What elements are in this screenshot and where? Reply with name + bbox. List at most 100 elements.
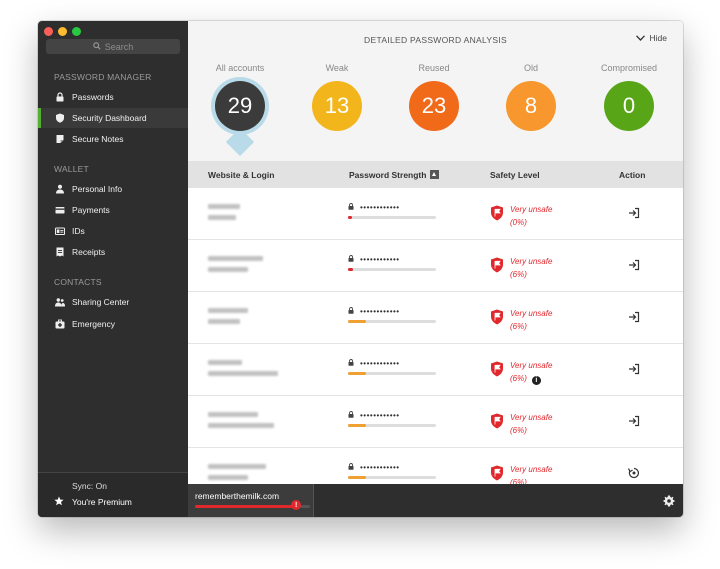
emergency-icon xyxy=(54,319,65,330)
stat-label: Compromised xyxy=(600,63,658,73)
column-header-strength[interactable]: Password Strength xyxy=(349,170,440,180)
hide-button[interactable]: Hide xyxy=(635,33,667,43)
lock-icon xyxy=(348,359,360,368)
website-login[interactable] xyxy=(208,308,248,330)
login-name-redacted xyxy=(208,423,274,428)
sidebar-item-personal-info[interactable]: Personal Info xyxy=(38,179,188,199)
login-icon[interactable] xyxy=(628,414,642,428)
safety-percent: (6%) xyxy=(510,478,527,484)
lock-icon xyxy=(348,411,360,420)
strength-bar-fill xyxy=(348,268,354,271)
stat-compromised[interactable]: Compromised 0 xyxy=(584,63,674,131)
table-row[interactable]: •••••••••••• Very unsafe (6%) xyxy=(188,240,683,292)
table-row[interactable]: •••••••••••• Very unsafe (6%) xyxy=(188,396,683,448)
strength-bar xyxy=(348,424,436,427)
table-row[interactable]: •••••••••••• Very unsafe (6%) i xyxy=(188,344,683,396)
masked-password: •••••••••••• xyxy=(360,203,400,212)
unsafe-shield-icon xyxy=(490,465,504,481)
info-icon[interactable]: i xyxy=(531,376,541,385)
strength-bar xyxy=(348,268,436,271)
main-content: DETAILED PASSWORD ANALYSIS Hide All acco… xyxy=(188,21,683,517)
stat-circle[interactable]: 13 xyxy=(312,81,362,131)
website-login[interactable] xyxy=(208,256,263,278)
sidebar-item-label: Passwords xyxy=(72,92,114,102)
change-password-icon[interactable] xyxy=(627,466,642,480)
login-name-redacted xyxy=(208,267,248,272)
table-row[interactable]: •••••••••••• Very unsafe (6%) xyxy=(188,292,683,344)
change-progress-toast[interactable]: rememberthemilk.com ! xyxy=(188,484,314,517)
search-input[interactable]: Search xyxy=(46,39,180,54)
sidebar-item-label: Receipts xyxy=(72,247,106,257)
lock-icon xyxy=(348,307,360,316)
stat-weak[interactable]: Weak 13 xyxy=(292,63,382,131)
password-strength: •••••••••••• xyxy=(348,255,438,271)
stat-circle[interactable]: 0 xyxy=(604,81,654,131)
sort-ascending-icon[interactable] xyxy=(430,170,440,179)
login-icon[interactable] xyxy=(628,310,642,324)
sidebar-footer: Sync: On You're Premium xyxy=(38,472,188,517)
accounts-list: •••••••••••• Very unsafe (0%) •••••••••••• V… xyxy=(188,188,683,484)
stat-old[interactable]: Old 8 xyxy=(486,63,576,131)
minimize-window-button[interactable] xyxy=(58,27,67,36)
masked-password: •••••••••••• xyxy=(360,255,400,264)
stat-all-accounts[interactable]: All accounts 29 xyxy=(195,63,285,157)
stat-circle[interactable]: 29 xyxy=(215,81,265,131)
close-window-button[interactable] xyxy=(44,27,53,36)
sync-status[interactable]: Sync: On xyxy=(72,481,107,491)
sidebar-item-payments[interactable]: Payments xyxy=(38,200,188,220)
stat-circle[interactable]: 23 xyxy=(409,81,459,131)
safety-percent: (6%) xyxy=(510,322,527,331)
safety-label: Very unsafe xyxy=(510,413,553,422)
website-login[interactable] xyxy=(208,412,274,434)
stat-label: All accounts xyxy=(215,63,265,73)
stat-circle[interactable]: 8 xyxy=(506,81,556,131)
premium-status[interactable]: You're Premium xyxy=(54,496,132,508)
sidebar-item-receipts[interactable]: Receipts xyxy=(38,242,188,262)
gear-icon[interactable] xyxy=(663,494,675,507)
column-header-website[interactable]: Website & Login xyxy=(208,170,275,180)
login-icon[interactable] xyxy=(628,258,642,272)
website-login[interactable] xyxy=(208,464,266,484)
strength-bar xyxy=(348,216,436,219)
column-header-safety[interactable]: Safety Level xyxy=(490,170,540,180)
masked-password: •••••••••••• xyxy=(360,411,400,420)
table-row[interactable]: •••••••••••• Very unsafe (0%) xyxy=(188,188,683,240)
unsafe-shield-icon xyxy=(490,361,504,377)
safety-label: Very unsafe xyxy=(510,309,553,318)
sidebar-item-label: Sharing Center xyxy=(72,297,130,307)
login-icon[interactable] xyxy=(628,206,642,220)
strength-bar xyxy=(348,372,436,375)
safety-level: Very unsafe (6%) xyxy=(490,463,552,484)
column-header-label: Password Strength xyxy=(349,170,427,180)
selected-indicator xyxy=(225,127,255,157)
safety-percent: (6%) xyxy=(510,374,527,383)
login-icon[interactable] xyxy=(628,362,642,376)
lock-icon xyxy=(348,255,360,264)
password-strength: •••••••••••• xyxy=(348,411,438,427)
website-login[interactable] xyxy=(208,360,278,382)
stat-label: Old xyxy=(523,63,538,73)
table-row[interactable]: •••••••••••• Very unsafe (6%) xyxy=(188,448,683,484)
safety-level: Very unsafe (6%) xyxy=(490,255,552,281)
unsafe-shield-icon xyxy=(490,205,504,221)
search-placeholder: Search xyxy=(104,41,134,52)
sidebar-item-emergency[interactable]: Emergency xyxy=(38,314,188,334)
sidebar-item-passwords[interactable]: Passwords xyxy=(38,87,188,107)
website-login[interactable] xyxy=(208,204,240,226)
sidebar-item-ids[interactable]: IDs xyxy=(38,221,188,241)
lock-icon xyxy=(54,92,65,103)
strength-bar xyxy=(348,476,436,479)
stat-reused[interactable]: Reused 23 xyxy=(389,63,479,131)
id-card-icon xyxy=(54,226,65,237)
masked-password: •••••••••••• xyxy=(360,359,400,368)
masked-password: •••••••••••• xyxy=(360,307,400,316)
sidebar-item-security-dashboard[interactable]: Security Dashboard xyxy=(38,108,188,128)
alert-icon[interactable]: ! xyxy=(291,500,302,510)
sidebar-item-sharing-center[interactable]: Sharing Center xyxy=(38,292,188,312)
sidebar-item-secure-notes[interactable]: Secure Notes xyxy=(38,129,188,149)
table-header: Website & Login Password Strength Safety… xyxy=(188,161,683,188)
safety-label: Very unsafe xyxy=(510,361,553,370)
password-strength: •••••••••••• xyxy=(348,359,438,375)
stat-label: Weak xyxy=(325,63,349,73)
maximize-window-button[interactable] xyxy=(72,27,81,36)
